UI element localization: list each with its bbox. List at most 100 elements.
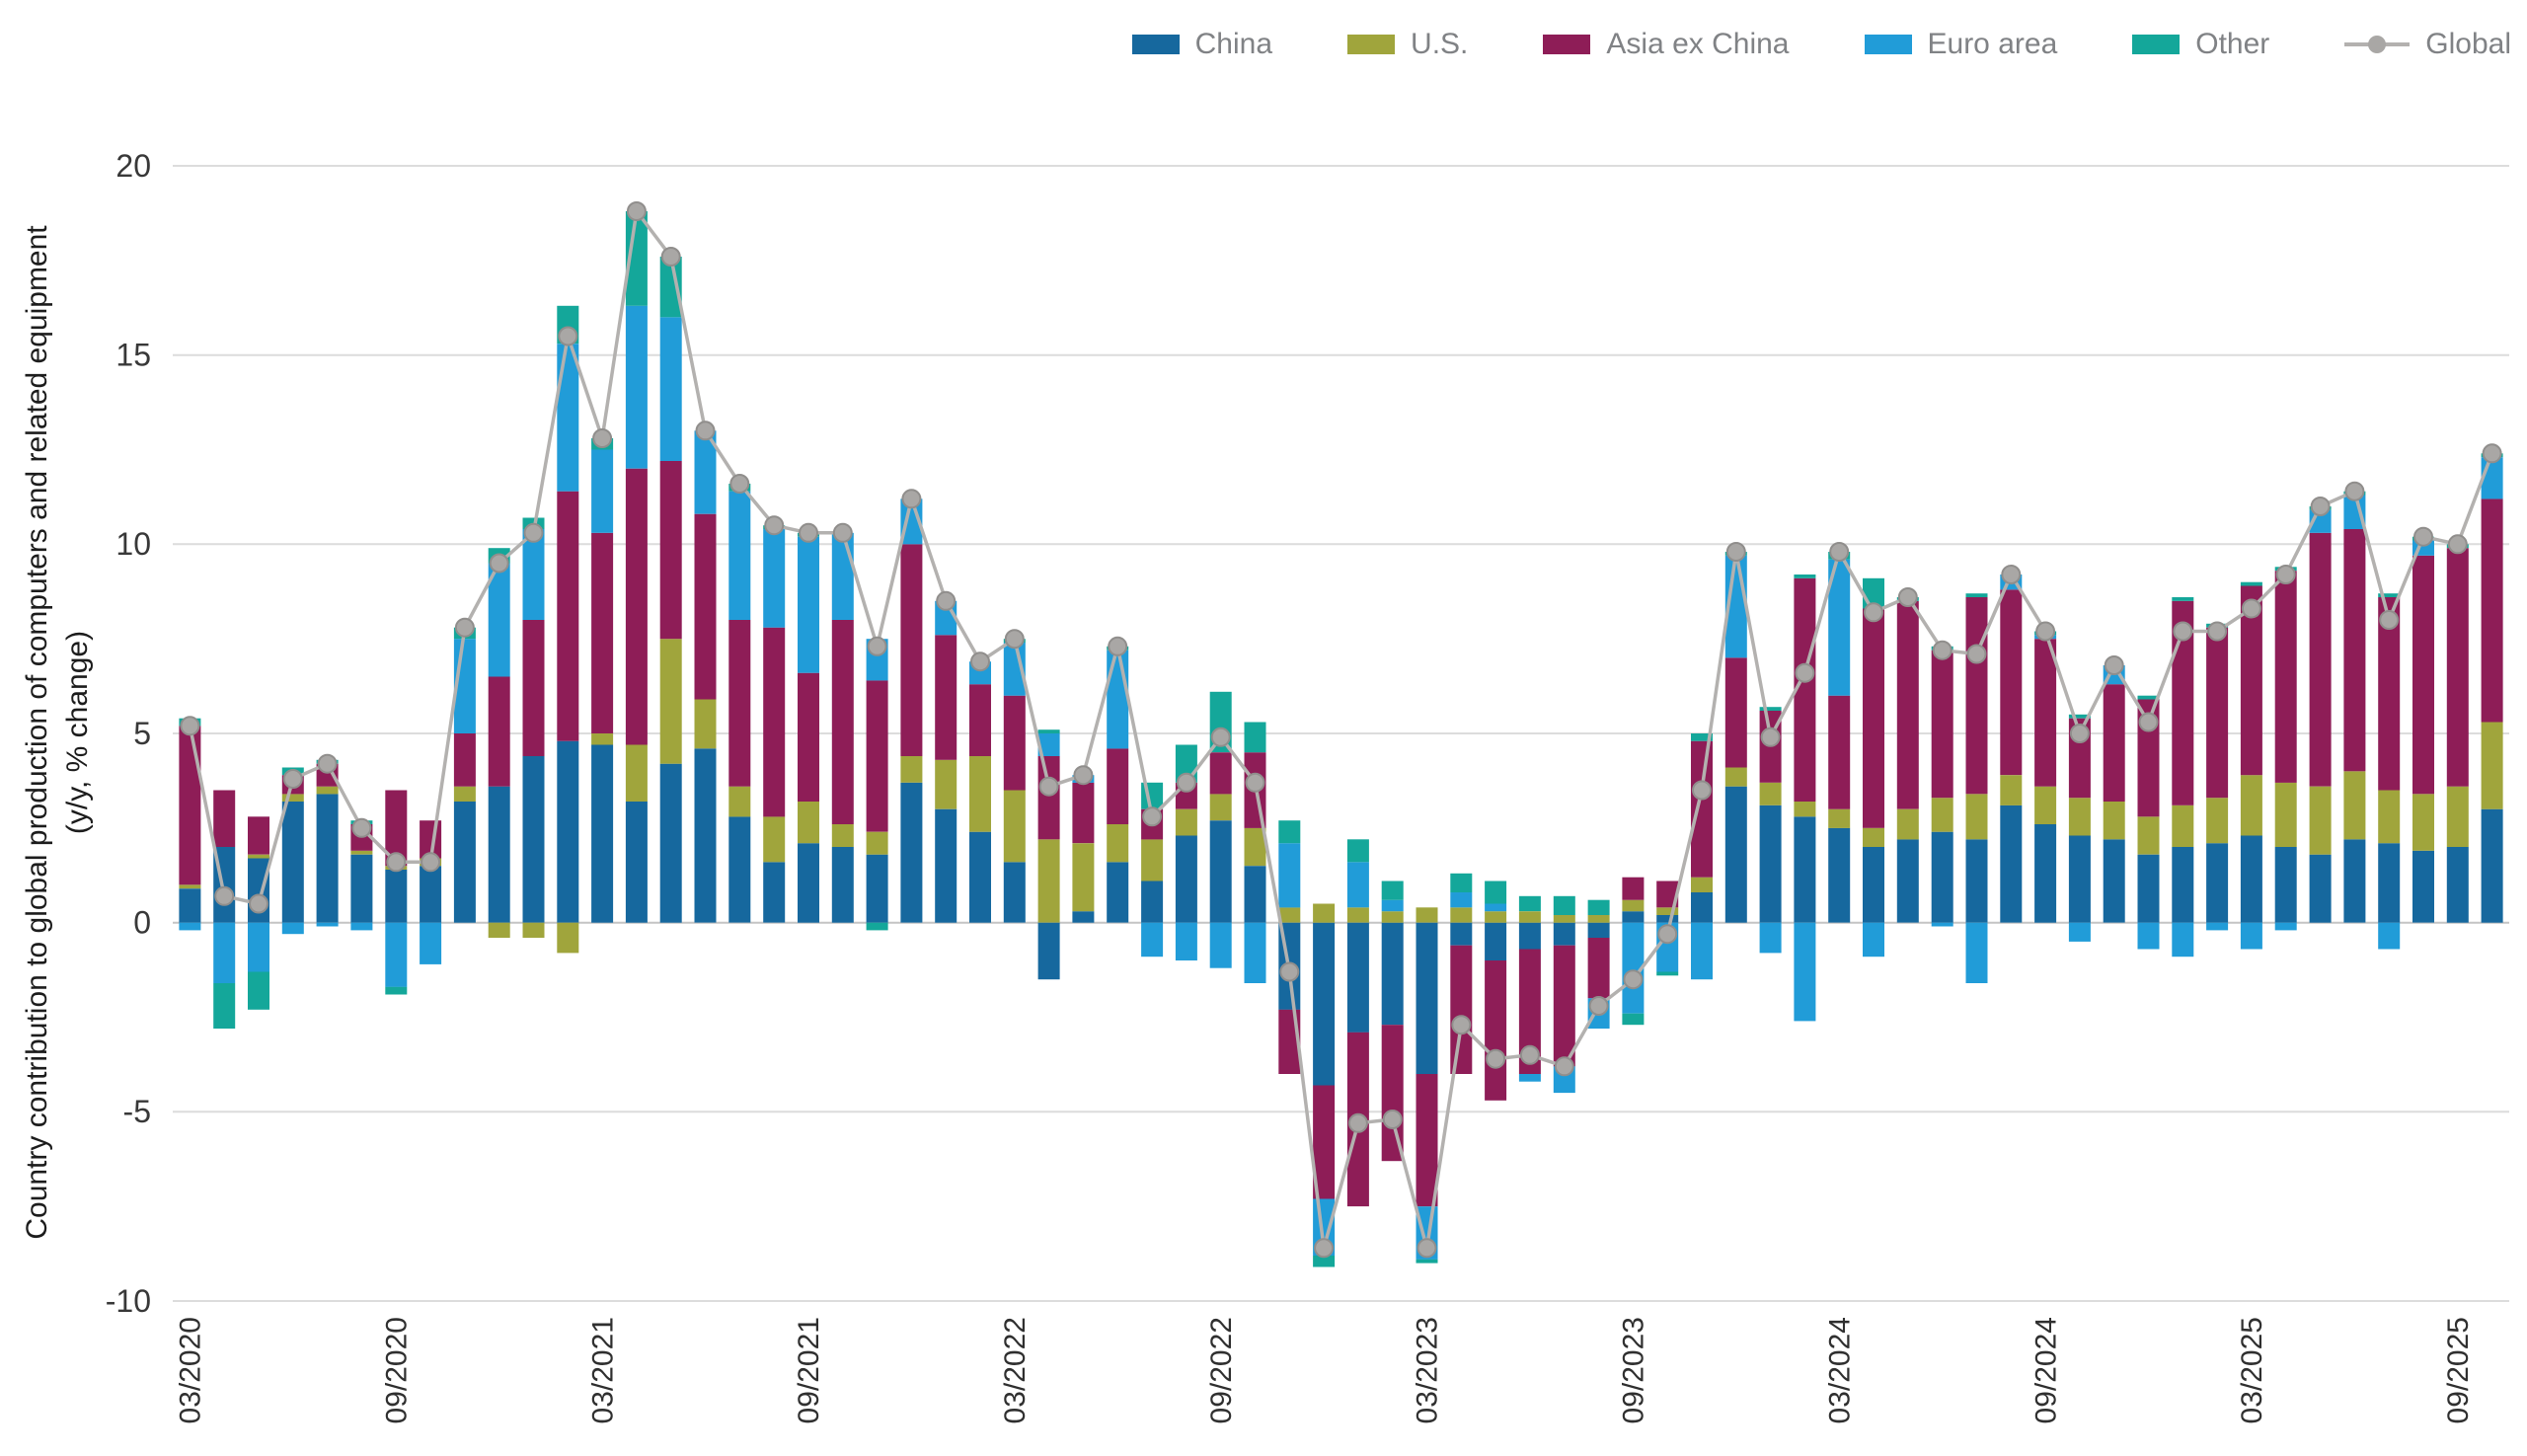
legend-swatch-china [1131, 35, 1180, 54]
bar-segment-china [1416, 922, 1438, 1074]
global-line-marker [2173, 621, 2193, 642]
bar-segment-asia-ex-china [2000, 589, 2023, 776]
bar-segment-asia-ex-china [1656, 881, 1679, 908]
global-line-marker [2207, 621, 2228, 642]
global-line-marker [523, 522, 544, 543]
bar-segment-china [2481, 808, 2503, 923]
global-line-marker [558, 326, 578, 346]
bar-segment-euro-area [1037, 733, 1060, 756]
bar-segment-asia-ex-china [2343, 529, 2366, 772]
global-line-marker [626, 201, 647, 221]
bar-segment-china [1794, 816, 1816, 923]
bar-segment-u-s [1107, 824, 1129, 863]
bar-segment-other [1587, 899, 1610, 915]
bar-segment-other [625, 211, 648, 306]
bar-segment-u-s [557, 922, 579, 954]
bar-segment-u-s [281, 794, 304, 802]
bar-segment-asia-ex-china [659, 461, 682, 640]
bar-segment-other [1518, 895, 1541, 912]
bar-segment-china [1656, 915, 1679, 923]
bar-segment-other [2378, 593, 2401, 597]
global-line-marker [1210, 727, 1231, 747]
bar-segment-euro-area [1346, 862, 1369, 908]
bar-segment-u-s [1244, 827, 1266, 867]
bar-segment-china [1072, 911, 1095, 923]
bar-segment-china [2274, 847, 2297, 923]
bar-segment-u-s [1209, 794, 1232, 821]
bar-segment-u-s [969, 756, 991, 832]
bar-segment-u-s [2172, 805, 2194, 847]
bar-segment-asia-ex-china [248, 816, 269, 855]
x-tick-label: 03/2025 [2236, 1317, 2268, 1423]
bar-segment-other [1244, 722, 1266, 753]
legend-item-asia-ex-china: Asia ex China [1543, 28, 1790, 61]
bar-segment-u-s [1965, 794, 1988, 840]
bar-segment-other [385, 986, 408, 995]
bar-segment-asia-ex-china [488, 676, 510, 787]
bar-segment-other [1416, 1259, 1438, 1264]
bar-segment-china [831, 847, 854, 923]
global-line-marker [351, 817, 372, 838]
bar-segment-u-s [1141, 839, 1164, 881]
bar-segment-euro-area [659, 317, 682, 461]
bar-segment-asia-ex-china [1828, 695, 1851, 809]
bar-segment-china [1965, 839, 1988, 923]
bar-segment-euro-area [1450, 892, 1473, 908]
bar-segment-u-s [522, 922, 545, 938]
bar-segment-asia-ex-china [1518, 949, 1541, 1074]
bar-segment-other [2240, 581, 2262, 586]
bar-segment-asia-ex-china [2309, 532, 2332, 787]
bar-segment-other [213, 983, 236, 1029]
bar-segment-u-s [1072, 843, 1095, 912]
global-line-marker [1864, 602, 1883, 623]
global-line-marker [386, 852, 407, 873]
bar-segment-asia-ex-china [798, 672, 819, 802]
bar-segment-other [1965, 593, 1988, 597]
bar-segment-other [1450, 873, 1473, 892]
global-line-marker [454, 617, 475, 638]
bar-segment-euro-area [1244, 922, 1266, 983]
bar-segment-asia-ex-china [591, 532, 614, 733]
bar-segment-china [1553, 922, 1575, 946]
bar-segment-china [1175, 835, 1197, 923]
bar-segment-u-s [2412, 794, 2434, 851]
bar-segment-asia-ex-china [969, 684, 991, 756]
bar-segment-china [625, 802, 648, 923]
x-tick: 09/2022 [1205, 1317, 1238, 1423]
bar-segment-euro-area [1485, 903, 1507, 912]
bar-segment-other [1313, 1256, 1336, 1267]
bar-segment-u-s [1794, 802, 1816, 817]
global-line-marker [2138, 712, 2159, 732]
bar-segment-other [1759, 707, 1782, 711]
bar-segment-euro-area [728, 491, 751, 620]
bar-segment-u-s [350, 850, 373, 855]
global-line-marker [799, 522, 818, 543]
bar-segment-u-s [659, 639, 682, 764]
bar-segment-asia-ex-china [1896, 600, 1919, 809]
bar-segment-euro-area [1278, 843, 1301, 908]
bar-segment-u-s [248, 854, 269, 859]
bar-segment-other [1381, 881, 1404, 900]
bar-segment-other [659, 257, 682, 318]
legend-label-china: China [1194, 28, 1273, 60]
global-line-marker [282, 769, 303, 789]
bar-segment-u-s [1450, 907, 1473, 923]
bar-segment-china [1244, 866, 1266, 923]
global-line-marker [2275, 565, 2296, 584]
bar-segment-asia-ex-china [453, 733, 476, 787]
bar-segment-u-s [488, 922, 510, 938]
x-tick-label: 09/2024 [2029, 1317, 2062, 1423]
bar-segment-china [1587, 922, 1610, 938]
bar-segment-china [350, 854, 373, 923]
bar-segment-u-s [2378, 790, 2401, 844]
bar-segment-u-s [1485, 911, 1507, 923]
bar-segment-u-s [935, 759, 957, 809]
bar-segment-u-s [728, 786, 751, 817]
global-line-marker [2379, 610, 2400, 630]
bar-segment-euro-area [1209, 922, 1232, 968]
bar-segment-china [488, 786, 510, 923]
y-tick-label: 15 [115, 338, 151, 373]
bar-segment-other [2172, 597, 2194, 601]
bar-segment-other [866, 922, 888, 931]
bar-segment-asia-ex-china [728, 620, 751, 787]
